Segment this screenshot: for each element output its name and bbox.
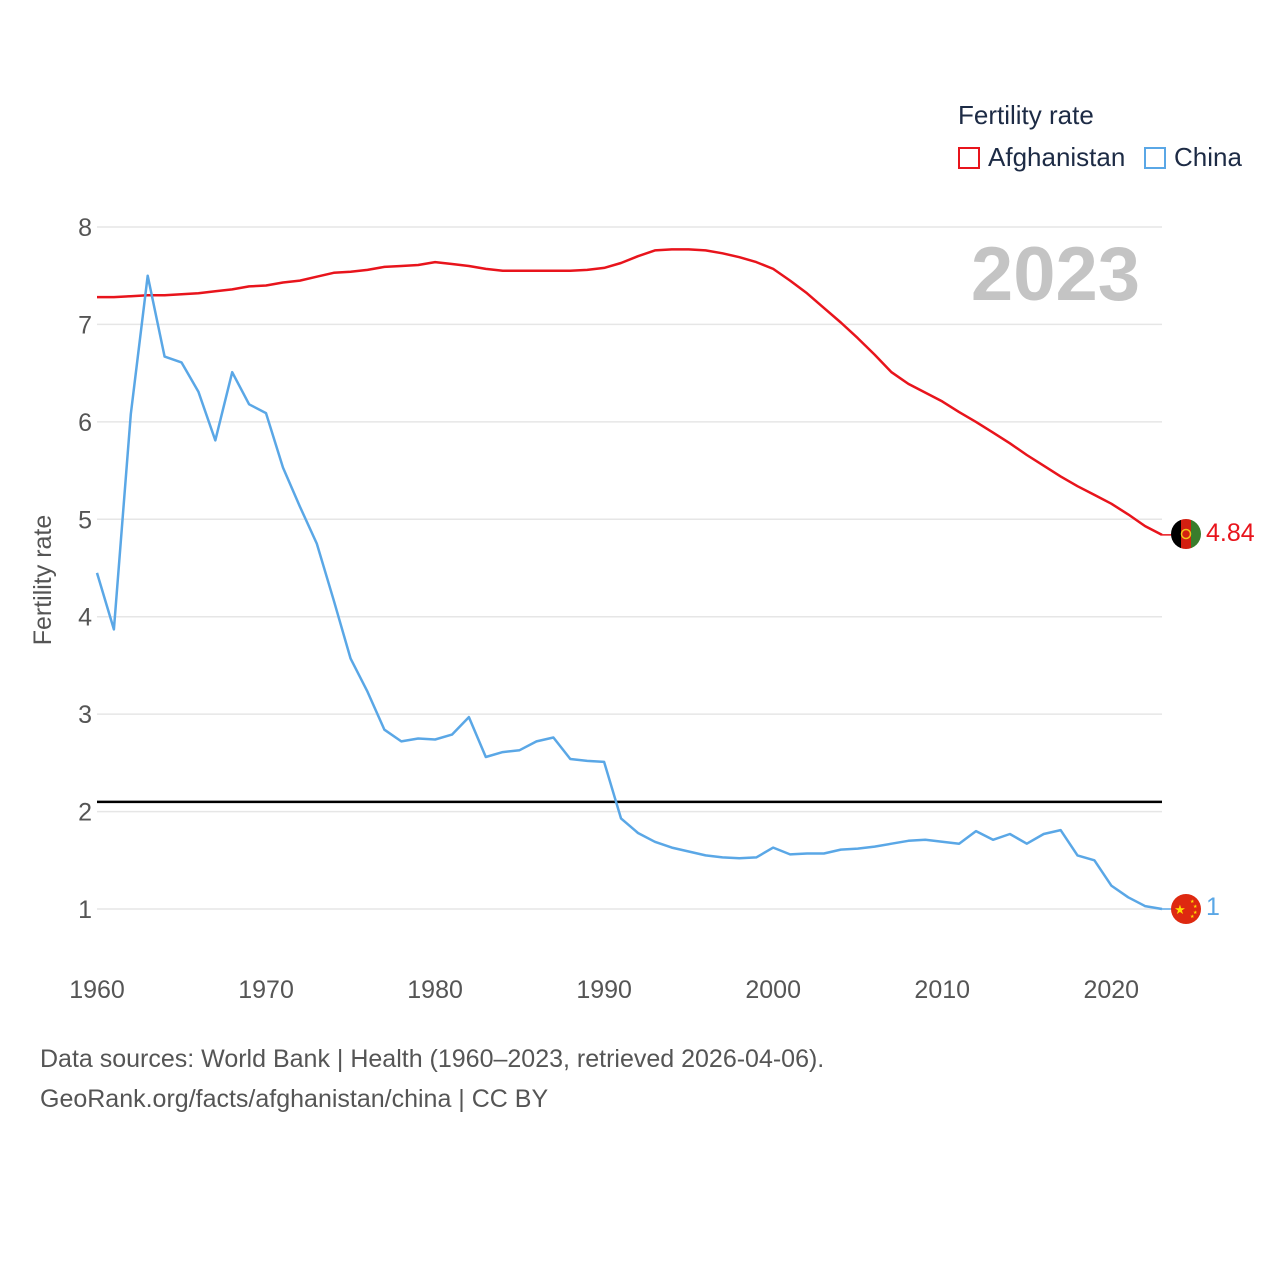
y-tick-label: 1 [78, 896, 92, 924]
svg-text:★: ★ [1190, 899, 1195, 905]
x-tick-label: 1960 [69, 976, 125, 1004]
series-line-afghanistan [97, 248, 1163, 537]
x-axis-ticks: 1960 1970 1980 1990 2000 2010 2020 [69, 976, 1139, 1004]
svg-text:★: ★ [1193, 904, 1198, 910]
y-tick-label: 4 [78, 604, 92, 632]
svg-text:★: ★ [1193, 910, 1198, 916]
legend-label-china: China [1174, 142, 1242, 172]
y-tick-label: 8 [78, 214, 92, 242]
end-value-labels: 4.84 1 [1206, 519, 1255, 921]
y-tick-label: 5 [78, 506, 92, 534]
x-tick-label: 1970 [238, 976, 294, 1004]
x-tick-label: 2010 [914, 976, 970, 1004]
end-label-china: 1 [1206, 893, 1220, 921]
y-tick-label: 2 [78, 799, 92, 827]
afghanistan-flag-icon [1171, 519, 1201, 549]
end-markers: ★ ★ ★ ★ ★ [1171, 519, 1201, 924]
y-tick-label: 3 [78, 701, 92, 729]
svg-text:★: ★ [1190, 914, 1195, 920]
series-line-china [95, 274, 1163, 911]
series-lines [95, 248, 1172, 911]
legend-item-afghanistan[interactable]: Afghanistan [958, 142, 1125, 173]
y-tick-label: 7 [78, 311, 92, 339]
svg-text:★: ★ [1174, 902, 1186, 917]
footer-sources: Data sources: World Bank | Health (1960–… [40, 1045, 825, 1073]
legend-item-china[interactable]: China [1144, 142, 1242, 173]
y-axis-ticks: 1 2 3 4 5 6 7 8 [78, 214, 92, 924]
x-tick-label: 2020 [1083, 976, 1139, 1004]
china-flag-icon: ★ ★ ★ ★ ★ [1171, 894, 1201, 924]
legend-title: Fertility rate [958, 100, 1094, 130]
y-tick-label: 6 [78, 409, 92, 437]
y-axis-label: Fertility rate [29, 515, 57, 646]
legend-label-afghanistan: Afghanistan [988, 142, 1126, 172]
gridlines [97, 226, 1162, 910]
legend-swatch-afghanistan [958, 146, 980, 169]
year-watermark: 2023 [971, 232, 1140, 317]
x-tick-label: 1980 [407, 976, 463, 1004]
x-tick-label: 2000 [745, 976, 801, 1004]
end-label-afghanistan: 4.84 [1206, 519, 1255, 547]
footer-link[interactable]: GeoRank.org/facts/afghanistan/china | CC… [40, 1085, 549, 1113]
legend-swatch-china [1144, 146, 1166, 169]
x-tick-label: 1990 [576, 976, 632, 1004]
